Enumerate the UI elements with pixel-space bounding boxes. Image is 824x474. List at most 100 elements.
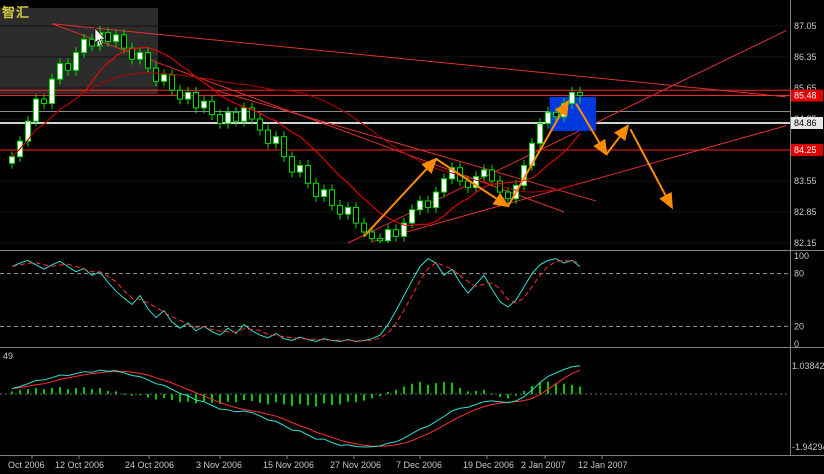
macd-histogram-bar xyxy=(555,383,557,395)
macd-histogram-bar xyxy=(491,393,493,395)
current-price-box-label: 84.86 xyxy=(794,118,817,128)
price-axis: 87.0586.3585.6584.9584.2583.5582.8582.15… xyxy=(791,21,823,248)
macd-histogram-bar xyxy=(67,389,69,395)
candle-body xyxy=(57,63,63,80)
ma-fast-line[interactable] xyxy=(11,46,581,227)
macd-histogram-bar xyxy=(163,394,165,398)
macd-histogram-bar xyxy=(435,383,437,395)
macd-histogram-bar xyxy=(107,390,109,395)
candle-body xyxy=(417,200,423,211)
macd-histogram-bar xyxy=(43,389,45,395)
macd-histogram-bar xyxy=(267,394,269,405)
indicator-value-label: 49 xyxy=(3,351,13,361)
macd-histogram-bar xyxy=(387,391,389,395)
projection-arrow[interactable] xyxy=(363,157,438,238)
date-axis-label: 2 Jan 2007 xyxy=(521,460,566,470)
projection-arrow[interactable] xyxy=(605,124,630,156)
candle-body xyxy=(329,189,335,206)
candle-body xyxy=(153,67,159,82)
candle-body xyxy=(81,38,87,54)
macd-histogram-bar xyxy=(211,394,213,403)
candle-body xyxy=(241,107,247,122)
candle-body xyxy=(393,229,399,237)
stoch-k-line[interactable] xyxy=(11,257,581,342)
candle-body xyxy=(545,111,551,124)
projection-arrows xyxy=(363,99,673,238)
candle-body xyxy=(385,229,391,242)
macd-histogram-bar xyxy=(499,394,501,397)
candle-body xyxy=(409,209,415,224)
macd-histogram-bar xyxy=(579,386,581,395)
macd-histogram-bar xyxy=(443,382,445,395)
macd-histogram-bar xyxy=(299,394,301,404)
macd-histogram-bar xyxy=(451,382,453,395)
projection-arrow[interactable] xyxy=(575,102,608,157)
candle-body xyxy=(297,165,303,173)
candle-body xyxy=(9,156,15,164)
candle-body xyxy=(185,91,191,100)
ma-slow-line[interactable] xyxy=(11,72,581,193)
projection-arrow[interactable] xyxy=(435,158,510,208)
stoch-axis-label: 100 xyxy=(794,251,809,261)
date-axis-label: 3 Nov 2006 xyxy=(196,460,242,470)
macd-histogram-bar xyxy=(291,394,293,407)
macd-histogram-bar xyxy=(571,384,573,395)
macd-signal-line[interactable] xyxy=(11,369,581,447)
macd-histogram-bar xyxy=(483,389,485,395)
date-axis-label: 19 Dec 2006 xyxy=(463,460,514,470)
macd-histogram-bar xyxy=(475,390,477,395)
trendline[interactable] xyxy=(211,88,597,202)
stoch-d-line[interactable] xyxy=(11,260,581,342)
candle-body xyxy=(129,47,135,60)
stochastic-panel xyxy=(0,257,790,342)
candle-body xyxy=(313,182,319,197)
price-gridlines xyxy=(0,25,790,244)
projection-arrow[interactable] xyxy=(629,128,673,210)
candle-body xyxy=(177,89,183,100)
macd-histogram-bar xyxy=(11,391,13,395)
candle-body xyxy=(33,98,39,122)
macd-histogram-bar xyxy=(459,388,461,395)
date-axis: Oct 2006 12 Oct 2006 24 Oct 2006 3 Nov 2006… xyxy=(8,455,628,470)
mouse-cursor xyxy=(94,27,106,46)
macd-histogram-bar xyxy=(147,394,149,398)
price-axis-label: 87.05 xyxy=(794,21,817,31)
candle-body xyxy=(345,207,351,215)
candle-body xyxy=(137,52,143,60)
projection-arrow[interactable] xyxy=(507,99,569,207)
trendline[interactable] xyxy=(51,23,787,98)
macd-axis-label: -1.94294 xyxy=(792,442,824,452)
candle-body xyxy=(225,111,231,124)
price-axis-label: 82.85 xyxy=(794,207,817,217)
date-axis-label: 24 Oct 2006 xyxy=(125,460,174,470)
macd-histogram-bar xyxy=(235,394,237,403)
candle-body xyxy=(217,114,223,124)
price-axis-label: 83.55 xyxy=(794,176,817,186)
current-price-box-label: 84.25 xyxy=(794,145,817,155)
macd-histogram-bar xyxy=(99,388,101,395)
candle-body xyxy=(441,178,447,193)
macd-histogram-bar xyxy=(467,391,469,395)
macd-histogram-bar xyxy=(315,394,317,407)
macd-histogram-bar xyxy=(19,390,21,395)
macd-histogram-bar xyxy=(195,394,197,404)
macd-histogram-bar xyxy=(563,383,565,395)
candle-body xyxy=(249,107,255,120)
date-axis-label: 12 Oct 2006 xyxy=(55,460,104,470)
macd-line[interactable] xyxy=(11,365,581,448)
candle-body xyxy=(89,38,95,47)
macd-histogram-bar xyxy=(227,394,229,402)
macd-histogram-bar xyxy=(379,394,381,397)
current-price-box xyxy=(791,144,823,156)
candle-body xyxy=(273,136,279,144)
macd-histogram-bar xyxy=(203,394,205,402)
candle-body xyxy=(537,122,543,144)
candle-body xyxy=(569,91,575,105)
price-axis-label: 82.15 xyxy=(794,238,817,248)
current-price-box xyxy=(791,89,823,102)
candle-body xyxy=(113,34,119,43)
price-axis-label: 86.35 xyxy=(794,52,817,62)
macd-panel xyxy=(0,365,790,448)
macd-histogram-bar xyxy=(27,389,29,395)
